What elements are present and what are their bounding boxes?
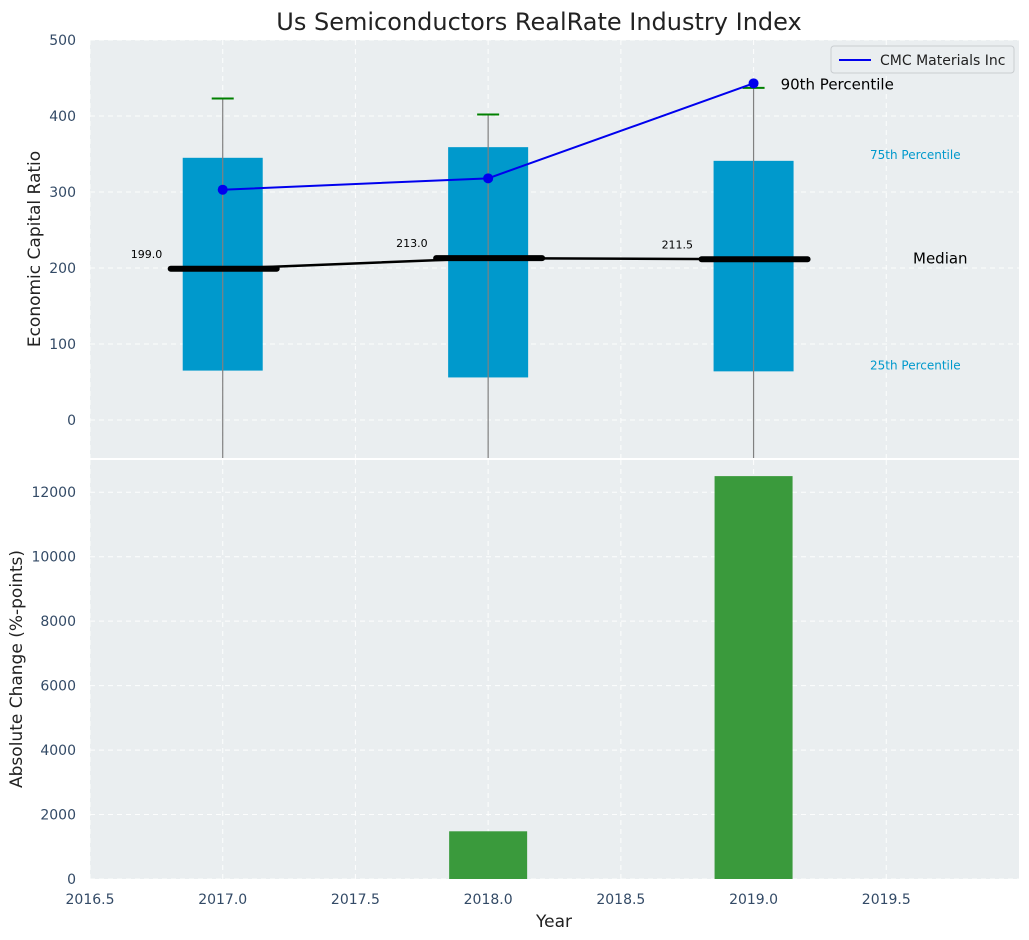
bar-chart-y-tick-label: 4000 (40, 743, 76, 759)
company-series-point-2019 (748, 78, 759, 89)
box-plot-y-tick-label: 200 (49, 261, 76, 277)
box-plot-y-tick-label: 300 (49, 185, 76, 201)
annotation-90th-percentile: 90th Percentile (781, 75, 894, 93)
bar-chart-x-tick-label: 2016.5 (66, 892, 115, 908)
median-value-label-2018: 213.0 (396, 237, 428, 250)
legend-entry-cmc: CMC Materials Inc (880, 53, 1005, 69)
bar-chart-y-tick-label: 8000 (40, 614, 76, 630)
company-series (217, 78, 759, 195)
bar-chart-x-tick-label: 2017.0 (198, 892, 247, 908)
annotation-median: Median (913, 249, 968, 267)
bar-chart-x-tick-label: 2017.5 (331, 892, 380, 908)
chart-title: Us Semiconductors RealRate Industry Inde… (276, 8, 801, 36)
bar-chart-y-tick-label: 0 (67, 872, 76, 888)
bar-chart-bars (449, 476, 793, 879)
percentile-annotations: 90th Percentile 75th Percentile Median 25th… (781, 75, 968, 372)
bar-2019 (714, 476, 793, 879)
annotation-25th-percentile: 25th Percentile (870, 358, 961, 372)
bar-chart-y-tick-label: 12000 (31, 485, 76, 501)
median-value-label-2019: 211.5 (662, 238, 694, 251)
median-value-label-2017: 199.0 (131, 248, 163, 261)
company-series-point-2017 (217, 184, 228, 195)
bar-chart-x-axis-label: Year (535, 912, 572, 932)
bar-chart-y-tick-label: 10000 (31, 550, 76, 566)
bar-chart-y-tick-label: 6000 (40, 679, 76, 695)
legend: CMC Materials Inc (830, 45, 1015, 74)
bar-chart-x-tick-label: 2019.5 (862, 892, 911, 908)
box-plot-y-tick-label: 0 (67, 413, 76, 429)
bar-chart-y-tick-label: 2000 (40, 808, 76, 824)
box-plot-y-ticks: 0 100 200 300 400 500 (49, 33, 76, 429)
bar-chart-x-tick-label: 2018.0 (464, 892, 513, 908)
bar-chart-y-ticks: 0 2000 4000 6000 8000 10000 12000 (31, 485, 76, 888)
bar-chart-background (90, 460, 1019, 879)
legend-box (830, 45, 1015, 74)
box-plot-y-tick-label: 100 (49, 337, 76, 353)
company-series-point-2018 (483, 173, 494, 184)
box-plot-y-axis-label: Economic Capital Ratio (25, 151, 45, 347)
box-plot-y-tick-label: 500 (49, 33, 76, 49)
box-plot-panel: 0 100 200 300 400 500 199.0 213.0 211.5 90th Pe… (25, 33, 1019, 458)
bar-chart-y-axis-label: Absolute Change (%-points) (7, 550, 27, 788)
bar-chart-x-tick-label: 2018.5 (596, 892, 645, 908)
box-plot-boxes: 199.0 213.0 211.5 (131, 86, 811, 458)
box-plot-y-tick-label: 400 (49, 109, 76, 125)
bar-chart-x-tick-label: 2019.0 (729, 892, 778, 908)
bar-chart-x-ticks: 2016.5 2017.0 2017.5 2018.0 2018.5 2019.0 2019… (66, 892, 911, 908)
bar-chart-panel: 0 2000 4000 6000 8000 10000 12000 2016.5 2017.0… (7, 460, 1019, 932)
annotation-75th-percentile: 75th Percentile (870, 148, 961, 162)
bar-2018 (449, 831, 528, 879)
